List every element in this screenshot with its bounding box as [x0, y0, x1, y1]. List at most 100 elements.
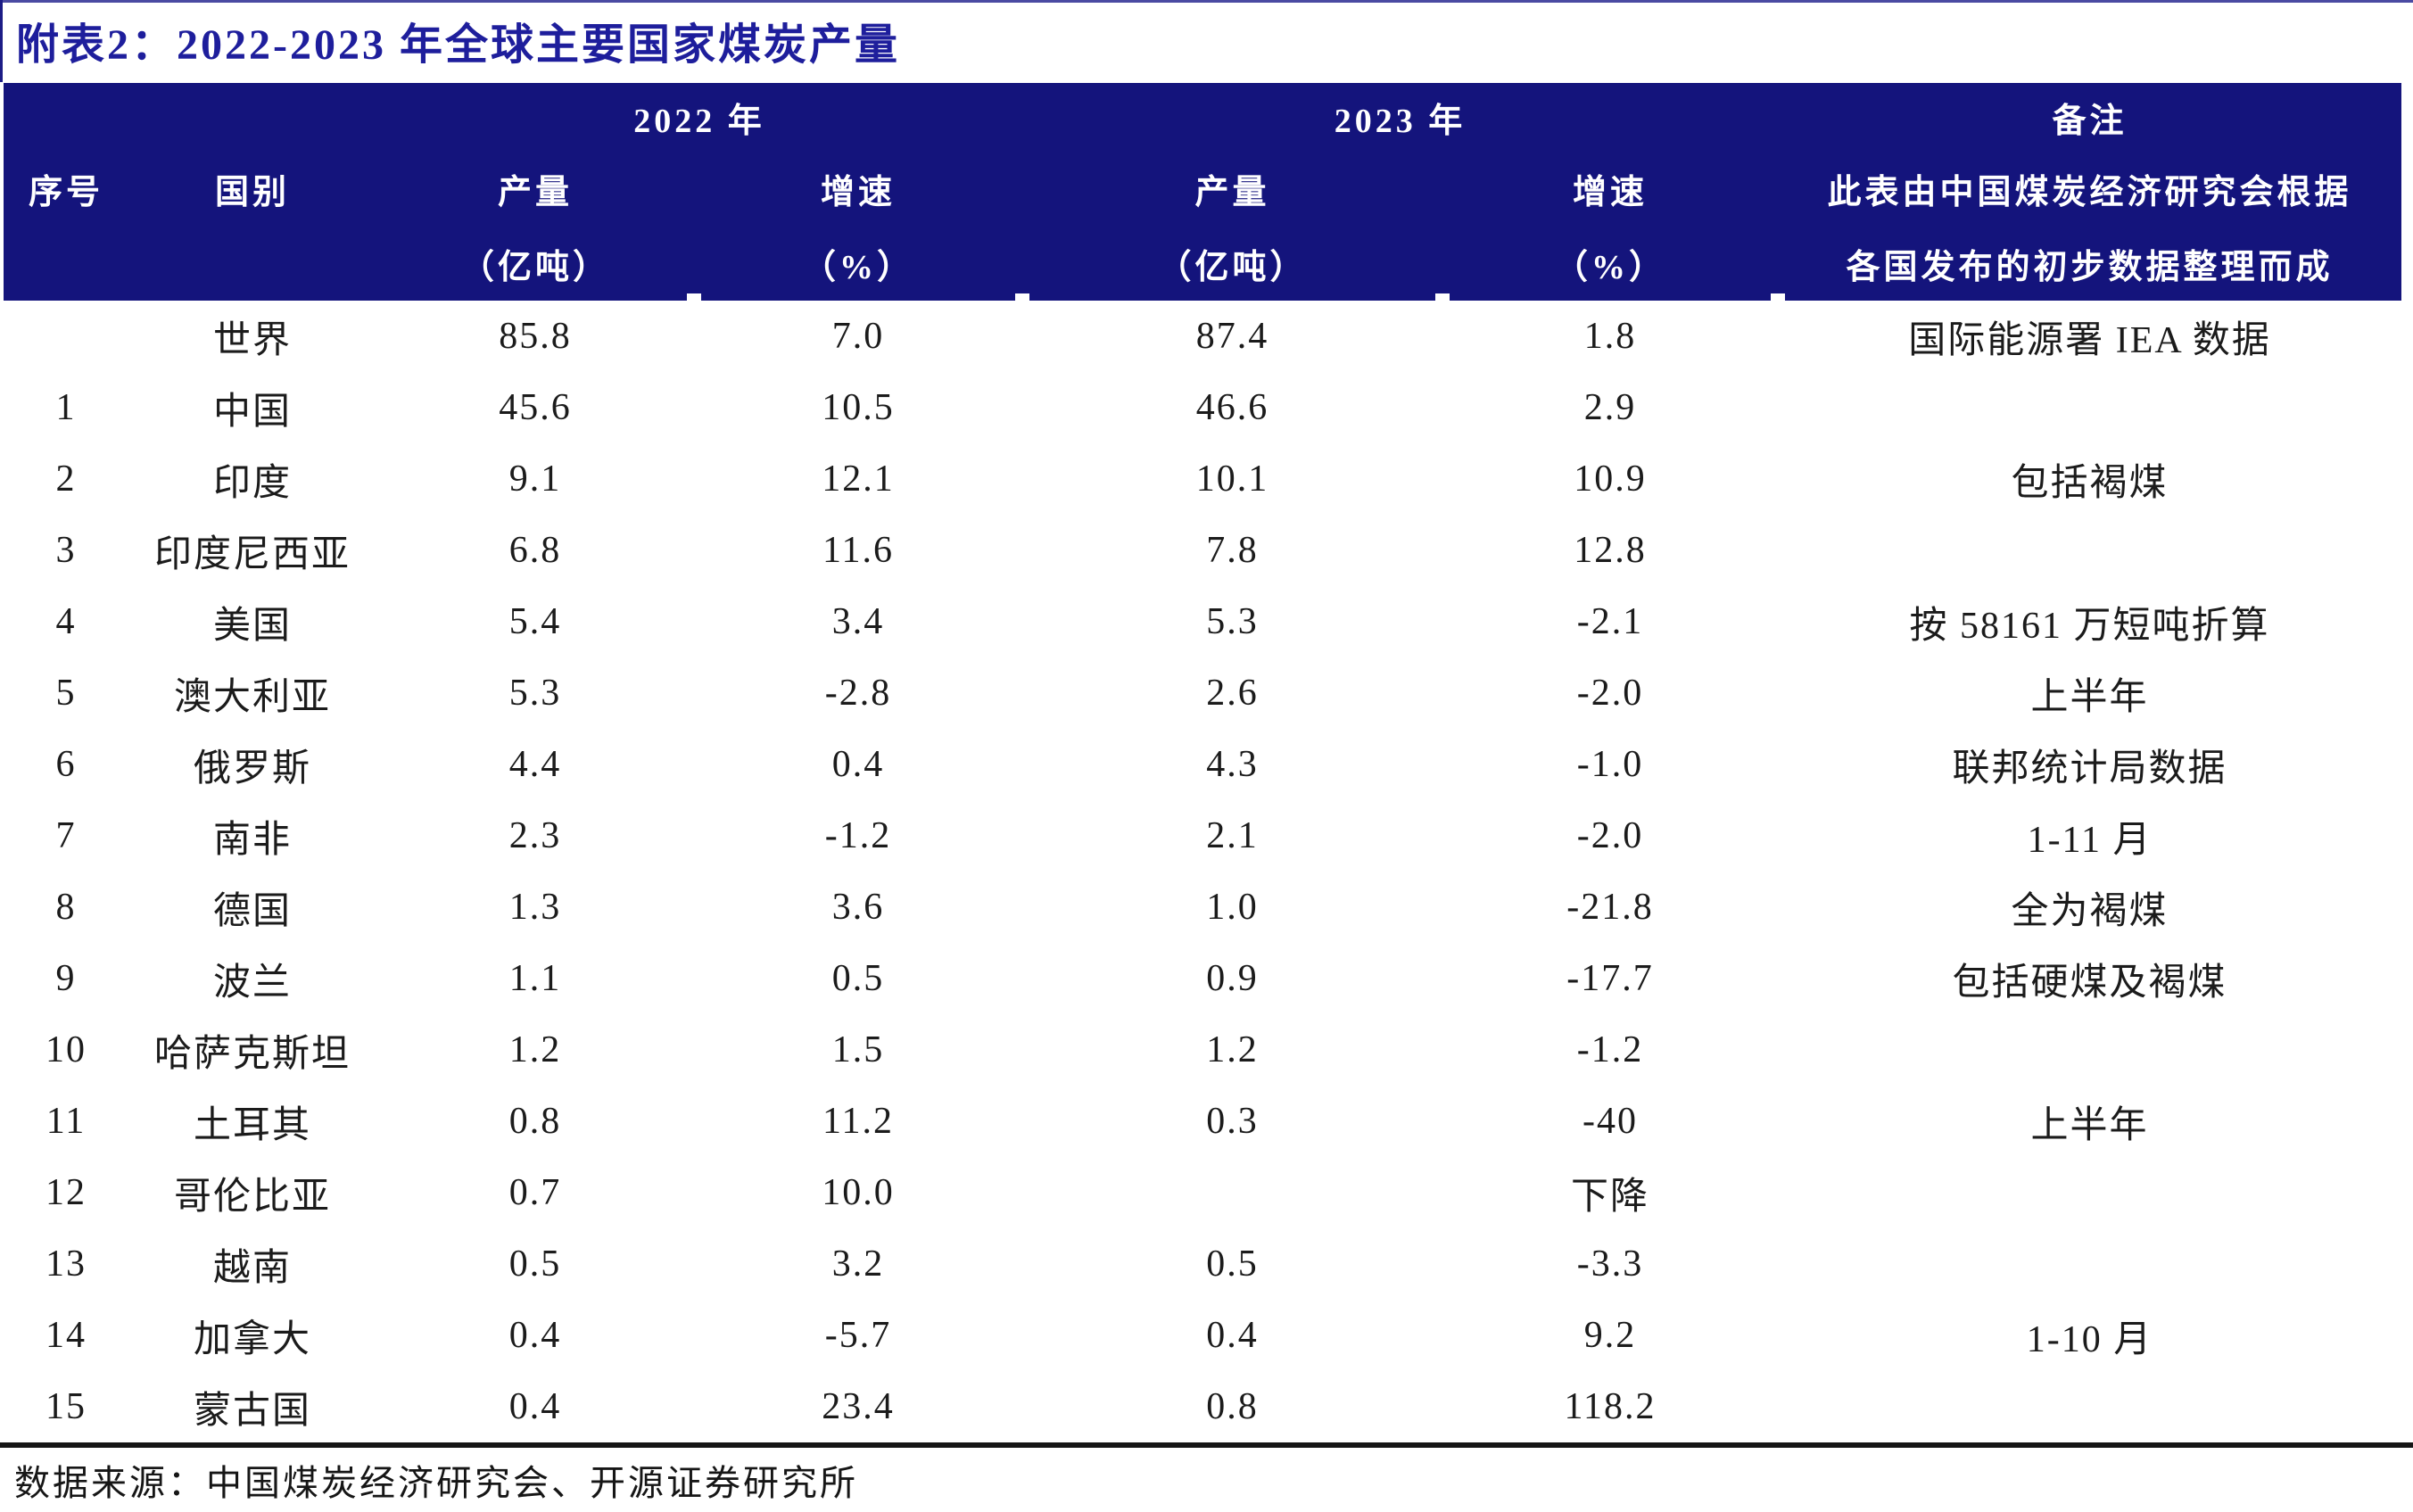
header-group-notes: 备注: [1778, 83, 2402, 151]
cell-country: 哈萨克斯坦: [153, 1033, 351, 1075]
cell-output-2022: 4.4: [508, 744, 562, 785]
cell-output-2022: 1.3: [508, 887, 562, 928]
cell-note: [1778, 372, 2401, 443]
cell-growth-2022: -5.7: [824, 1315, 892, 1356]
table-row: 13 越南 0.5 3.2 0.5 -3.3: [4, 1228, 2401, 1300]
cell-country: 印度: [212, 462, 292, 504]
cell-index: 4: [55, 601, 77, 642]
cell-output-2022: 45.6: [499, 387, 572, 428]
header-group-2022: 2022 年: [376, 83, 1023, 151]
page-top-rule: [0, 0, 2413, 3]
cell-country: 德国: [212, 890, 292, 932]
header-group-2023: 2023 年: [1022, 83, 1779, 151]
cell-output-2023: 0.4: [1206, 1315, 1259, 1356]
cell-note: [1778, 1157, 2401, 1228]
cell-growth-2023: -2.0: [1576, 815, 1644, 856]
data-table: 2022 年 2023 年 备注 序号 国别 产量 增速 产量 增速 此表由中国…: [4, 83, 2402, 1442]
cell-growth-2023: -1.2: [1576, 1029, 1644, 1070]
cell-output-2022: 0.8: [508, 1101, 562, 1142]
cell-growth-2022: 3.4: [831, 601, 885, 642]
header-growth-unit-2022: （%）: [694, 226, 1023, 301]
header-output-unit-2022: （亿吨）: [376, 226, 694, 301]
table-row: 4 美国 5.4 3.4 5.3 -2.1 按 58161 万短吨折算: [4, 586, 2401, 657]
cell-output-2022: 0.4: [508, 1386, 562, 1427]
cell-country: 印度尼西亚: [153, 533, 351, 575]
table-row: 2 印度 9.1 12.1 10.1 10.9 包括褐煤: [4, 443, 2401, 515]
cell-note: 全为褐煤: [2011, 890, 2169, 932]
cell-index: 13: [45, 1243, 87, 1285]
cell-output-2023: 2.1: [1206, 815, 1259, 856]
table-row: 1 中国 45.6 10.5 46.6 2.9: [4, 372, 2401, 443]
header-label-row: 序号 国别 产量 增速 产量 增速 此表由中国煤炭经济研究会根据: [4, 151, 2402, 226]
header-column-notch: [1435, 293, 1450, 302]
header-seq: 序号: [4, 151, 128, 226]
cell-output-2023: [1022, 1157, 1442, 1228]
header-unit-row: （亿吨） （%） （亿吨） （%） 各国发布的初步数据整理而成: [4, 226, 2402, 301]
header-column-notch: [687, 293, 701, 302]
cell-country: 加拿大: [193, 1318, 311, 1360]
cell-growth-2023: -3.3: [1576, 1243, 1644, 1285]
cell-output-2022: 0.5: [508, 1243, 562, 1285]
cell-growth-2022: 10.5: [822, 387, 895, 428]
cell-index: 9: [55, 958, 77, 999]
cell-growth-2022: 7.0: [831, 316, 885, 357]
cell-index: 3: [55, 530, 77, 571]
cell-country: 波兰: [212, 962, 292, 1004]
cell-country: 哥伦比亚: [173, 1176, 331, 1218]
cell-output-2023: 2.6: [1206, 673, 1259, 714]
cell-note: [1778, 1014, 2401, 1086]
cell-output-2022: 1.2: [508, 1029, 562, 1070]
cell-output-2023: 0.3: [1206, 1101, 1259, 1142]
cell-growth-2023: 9.2: [1583, 1315, 1637, 1356]
cell-output-2022: 0.7: [508, 1172, 562, 1213]
table-row: 10 哈萨克斯坦 1.2 1.5 1.2 -1.2: [4, 1014, 2401, 1086]
cell-growth-2023: 1.8: [1583, 316, 1637, 357]
cell-growth-2022: 11.6: [822, 530, 894, 571]
cell-index: 14: [45, 1315, 87, 1356]
header-output-2022: 产量: [376, 151, 694, 226]
cell-output-2023: 10.1: [1195, 459, 1269, 500]
cell-note: [1778, 1228, 2401, 1300]
cell-country: 世界: [212, 319, 292, 361]
cell-index: 7: [55, 815, 77, 856]
cell-growth-2023: 12.8: [1574, 530, 1647, 571]
table-row: 6 俄罗斯 4.4 0.4 4.3 -1.0 联邦统计局数据: [4, 729, 2401, 800]
cell-note: 1-11 月: [2027, 819, 2153, 861]
cell-country: 土耳其: [193, 1104, 311, 1146]
cell-output-2022: 5.3: [508, 673, 562, 714]
cell-index: 5: [55, 673, 77, 714]
cell-output-2023: 0.8: [1206, 1386, 1259, 1427]
table-row: 世界 85.8 7.0 87.4 1.8 国际能源署 IEA 数据: [4, 301, 2401, 372]
table-row: 7 南非 2.3 -1.2 2.1 -2.0 1-11 月: [4, 800, 2401, 872]
cell-output-2023: 5.3: [1206, 601, 1259, 642]
cell-output-2023: 1.0: [1206, 887, 1259, 928]
cell-output-2023: 0.5: [1206, 1243, 1259, 1285]
cell-country: 美国: [212, 605, 292, 647]
cell-output-2023: 87.4: [1195, 316, 1269, 357]
cell-growth-2023: -2.1: [1576, 601, 1644, 642]
cell-note: 国际能源署 IEA 数据: [1908, 319, 2271, 361]
cell-output-2022: 2.3: [508, 815, 562, 856]
cell-growth-2022: 10.0: [822, 1172, 895, 1213]
cell-growth-2022: 12.1: [822, 459, 895, 500]
cell-note: 联邦统计局数据: [1952, 748, 2227, 789]
cell-output-2023: 0.9: [1206, 958, 1259, 999]
cell-note: 按 58161 万短吨折算: [1909, 605, 2270, 647]
table-title: 附表2：2022-2023 年全球主要国家煤炭产量: [16, 21, 900, 69]
cell-growth-2023: -17.7: [1566, 958, 1654, 999]
header-country: 国别: [128, 151, 376, 226]
table-row: 14 加拿大 0.4 -5.7 0.4 9.2 1-10 月: [4, 1300, 2401, 1371]
header-output-2023: 产量: [1022, 151, 1443, 226]
table-row: 15 蒙古国 0.4 23.4 0.8 118.2: [4, 1371, 2401, 1442]
cell-index: 1: [55, 387, 77, 428]
cell-growth-2023: 下降: [1571, 1176, 1650, 1218]
cell-growth-2023: -2.0: [1576, 673, 1644, 714]
table-row: 3 印度尼西亚 6.8 11.6 7.8 12.8: [4, 515, 2401, 586]
cell-country: 俄罗斯: [193, 748, 311, 789]
cell-output-2023: 7.8: [1206, 530, 1259, 571]
table-row: 9 波兰 1.1 0.5 0.9 -17.7 包括硬煤及褐煤: [4, 943, 2401, 1014]
cell-growth-2023: 10.9: [1574, 459, 1647, 500]
cell-growth-2023: -1.0: [1576, 744, 1644, 785]
cell-note: 上半年: [2030, 676, 2149, 718]
cell-output-2023: 46.6: [1195, 387, 1269, 428]
